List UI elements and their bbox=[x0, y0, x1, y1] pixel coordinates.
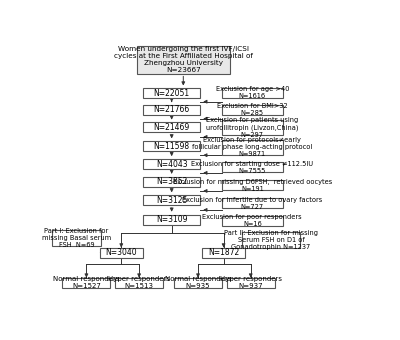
FancyBboxPatch shape bbox=[143, 122, 200, 132]
FancyBboxPatch shape bbox=[202, 248, 245, 258]
Text: N=22051: N=22051 bbox=[154, 89, 190, 98]
Text: Exclusion for starting dose ≠112.5IU
N=7555: Exclusion for starting dose ≠112.5IU N=7… bbox=[191, 161, 313, 174]
Text: Exclusion for patients using
urofollitropin (Livzon,China)
N=297: Exclusion for patients using urofollitro… bbox=[206, 117, 298, 138]
Text: Exclusion for protocols≠early
follicular phase long-acting protocol
N=9871: Exclusion for protocols≠early follicular… bbox=[192, 137, 312, 157]
FancyBboxPatch shape bbox=[143, 88, 200, 98]
Text: N=3852: N=3852 bbox=[156, 177, 187, 186]
Text: N=3109: N=3109 bbox=[156, 215, 188, 224]
FancyBboxPatch shape bbox=[143, 141, 200, 151]
FancyBboxPatch shape bbox=[143, 215, 200, 225]
FancyBboxPatch shape bbox=[222, 162, 282, 172]
Text: N=3125: N=3125 bbox=[156, 196, 187, 205]
FancyBboxPatch shape bbox=[52, 230, 101, 245]
Text: Exclusion for infertile due to ovary factors
N=727: Exclusion for infertile due to ovary fac… bbox=[182, 197, 322, 210]
Text: Exclusion for poor responders
N=16: Exclusion for poor responders N=16 bbox=[202, 215, 302, 227]
Text: N=21469: N=21469 bbox=[154, 123, 190, 132]
FancyBboxPatch shape bbox=[62, 278, 110, 288]
FancyBboxPatch shape bbox=[242, 232, 300, 248]
Text: Women undergoing the first IVF/ICSI
cycles at the First Affiliated Hospital of
Z: Women undergoing the first IVF/ICSI cycl… bbox=[114, 46, 253, 73]
Text: Part I: Exclusion for
missing Basal serum
FSH  N=69: Part I: Exclusion for missing Basal seru… bbox=[42, 228, 111, 248]
FancyBboxPatch shape bbox=[222, 88, 282, 98]
Text: N=1872: N=1872 bbox=[208, 248, 239, 257]
Text: N=21766: N=21766 bbox=[154, 105, 190, 115]
FancyBboxPatch shape bbox=[143, 177, 200, 187]
FancyBboxPatch shape bbox=[222, 180, 282, 190]
FancyBboxPatch shape bbox=[222, 140, 282, 155]
FancyBboxPatch shape bbox=[227, 278, 275, 288]
Text: Part II: Exclusion for missing
Serum FSH on D1 of
Gonadotrophin N=1237: Part II: Exclusion for missing Serum FSH… bbox=[224, 230, 318, 250]
Text: Normal responders
N=1527: Normal responders N=1527 bbox=[53, 276, 120, 289]
FancyBboxPatch shape bbox=[222, 216, 282, 226]
FancyBboxPatch shape bbox=[143, 159, 200, 169]
Text: Hyper responders
N=1513: Hyper responders N=1513 bbox=[108, 276, 170, 289]
Text: Exclusion for age >40
N=1616: Exclusion for age >40 N=1616 bbox=[216, 86, 289, 99]
Text: Normal responders
N=935: Normal responders N=935 bbox=[165, 276, 231, 289]
Text: N=3040: N=3040 bbox=[106, 248, 137, 257]
FancyBboxPatch shape bbox=[137, 46, 230, 73]
Text: Hyper responders
N=937: Hyper responders N=937 bbox=[220, 276, 282, 289]
FancyBboxPatch shape bbox=[222, 120, 282, 135]
FancyBboxPatch shape bbox=[143, 105, 200, 115]
FancyBboxPatch shape bbox=[222, 199, 282, 208]
Text: N=4043: N=4043 bbox=[156, 159, 188, 169]
FancyBboxPatch shape bbox=[100, 248, 143, 258]
FancyBboxPatch shape bbox=[222, 105, 282, 115]
Text: Exclusion for missing D6FSH,  retrieved oocytes
N=191: Exclusion for missing D6FSH, retrieved o… bbox=[173, 178, 332, 191]
FancyBboxPatch shape bbox=[174, 278, 222, 288]
Text: Exclusion for BMI>32
N=285: Exclusion for BMI>32 N=285 bbox=[217, 103, 288, 116]
FancyBboxPatch shape bbox=[115, 278, 163, 288]
Text: N=11598: N=11598 bbox=[154, 142, 190, 151]
FancyBboxPatch shape bbox=[143, 195, 200, 205]
